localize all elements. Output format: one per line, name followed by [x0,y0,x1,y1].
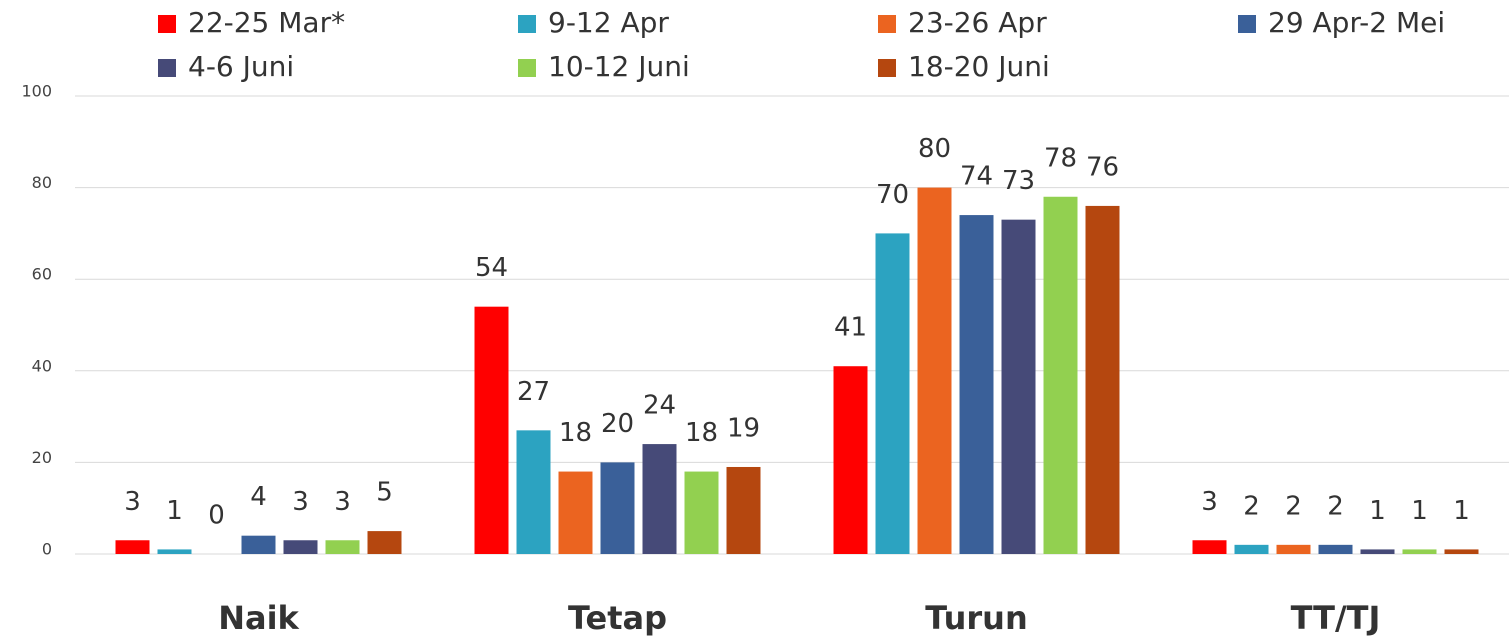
data-label: 70 [876,180,909,210]
data-label: 3 [292,487,309,517]
bar [1276,544,1311,554]
legend-swatch [158,15,176,33]
bar [241,535,276,554]
data-label: 3 [334,487,351,517]
data-label: 80 [918,134,951,164]
data-label: 74 [960,162,993,192]
y-tick-label: 60 [32,265,52,284]
x-tick-label: Naik [218,599,299,637]
bar [959,215,994,554]
data-label: 73 [1002,166,1035,196]
bar [1402,549,1437,554]
bar [283,540,318,554]
bar [474,306,509,554]
bar [325,540,360,554]
data-label: 41 [834,313,867,343]
y-tick-label: 40 [32,356,52,375]
bar [726,466,761,554]
data-label: 1 [1369,496,1386,526]
legend-label: 4-6 Juni [188,50,294,83]
bar [157,549,192,554]
bar [917,187,952,554]
data-label: 20 [601,409,634,439]
data-label: 54 [475,253,508,283]
legend-swatch [878,15,896,33]
data-label: 1 [166,496,183,526]
data-label: 27 [517,377,550,407]
x-tick-label: Turun [925,599,1027,637]
data-label: 24 [643,391,676,421]
data-label: 3 [1201,487,1218,517]
bar [1360,549,1395,554]
data-label: 4 [250,482,267,512]
data-label: 2 [1285,491,1302,521]
y-tick-label: 80 [32,173,52,192]
data-label: 0 [208,501,225,531]
x-tick-label: Tetap [568,599,667,637]
bar [1192,540,1227,554]
bar [1085,205,1120,555]
bar [684,471,719,554]
data-label: 3 [124,487,141,517]
legend-swatch [1238,15,1256,33]
y-tick-label: 0 [42,540,52,559]
bar [558,471,593,554]
legend-label: 18-20 Juni [908,50,1050,83]
data-label: 2 [1327,491,1344,521]
legend-label: 10-12 Juni [548,50,690,83]
legend-label: 23-26 Apr [908,6,1047,39]
data-label: 1 [1453,496,1470,526]
y-tick-label: 20 [32,448,52,467]
y-tick-label: 100 [21,82,52,101]
bar [115,540,150,554]
bar [642,444,677,554]
legend-swatch [518,59,536,77]
bar [600,462,635,554]
legend-swatch [518,15,536,33]
data-label: 18 [685,418,718,448]
bar [1043,196,1078,554]
legend-swatch [878,59,896,77]
bar [833,366,868,554]
data-label: 76 [1086,152,1119,182]
bar [1234,544,1269,554]
data-label: 5 [376,478,393,508]
legend-label: 22-25 Mar* [188,6,345,39]
x-tick-label: TT/TJ [1291,599,1381,637]
data-label: 19 [727,413,760,443]
bar [367,531,402,554]
bar [516,430,551,554]
legend-label: 29 Apr-2 Mei [1268,6,1445,39]
bar [1444,549,1479,554]
data-label: 78 [1044,143,1077,173]
data-label: 1 [1411,496,1428,526]
data-label: 18 [559,418,592,448]
data-label: 2 [1243,491,1260,521]
bar [1001,219,1036,554]
legend-swatch [158,59,176,77]
legend-label: 9-12 Apr [548,6,669,39]
bar [875,233,910,554]
bar [1318,544,1353,554]
